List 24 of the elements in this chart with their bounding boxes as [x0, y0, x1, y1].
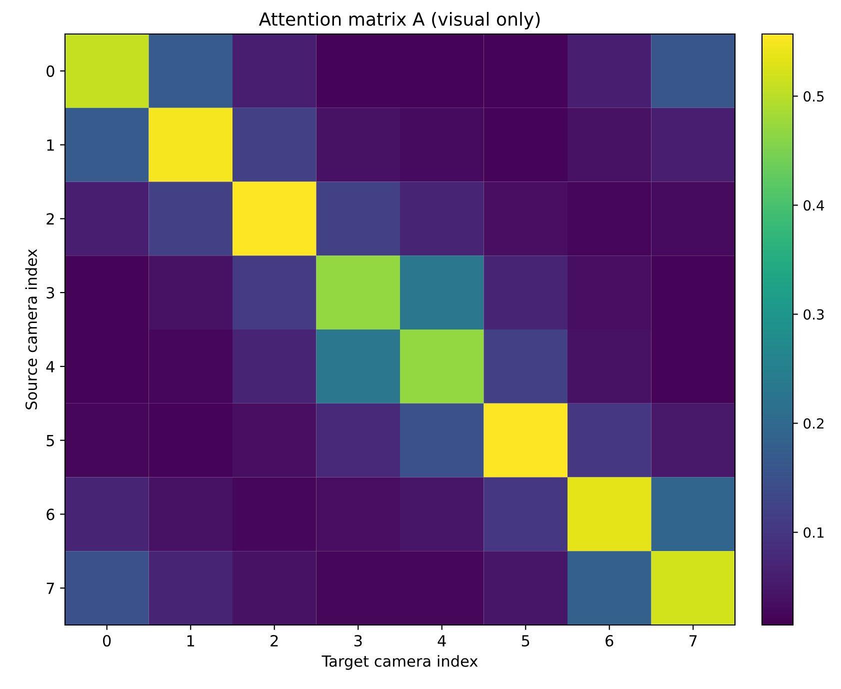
y-tick-label: 5 [46, 434, 54, 446]
y-tick-label: 2 [46, 213, 54, 224]
x-tick-label: 1 [187, 635, 194, 646]
x-tick-label: 5 [522, 635, 530, 647]
y-tick-label: 0 [46, 65, 54, 77]
color-bar-label: 0.3 [804, 309, 824, 320]
x-tick-label: 0 [103, 634, 111, 647]
x-axis-title: Target camera index [322, 655, 478, 670]
x-tick-label: 6 [606, 634, 614, 647]
y-tick-label: 7 [46, 582, 54, 594]
color-bar-label: 0.1 [804, 527, 824, 538]
color-bar-label: 0.4 [804, 200, 824, 211]
x-tick-label: 4 [438, 635, 446, 646]
x-tick-label: 7 [690, 635, 697, 646]
x-tick-label: 2 [270, 634, 278, 646]
color-bar-label: 0.5 [804, 91, 824, 102]
y-tick-label: 4 [46, 361, 54, 372]
color-bar-label: 0.2 [804, 418, 824, 429]
y-axis-title: Source camera index [25, 249, 38, 410]
chart-title: Attention matrix A (visual only) [258, 12, 540, 30]
y-tick-label: 6 [46, 508, 54, 520]
y-tick-label: 3 [46, 287, 54, 299]
y-tick-label: 1 [47, 139, 54, 151]
x-tick-label: 3 [354, 634, 362, 647]
